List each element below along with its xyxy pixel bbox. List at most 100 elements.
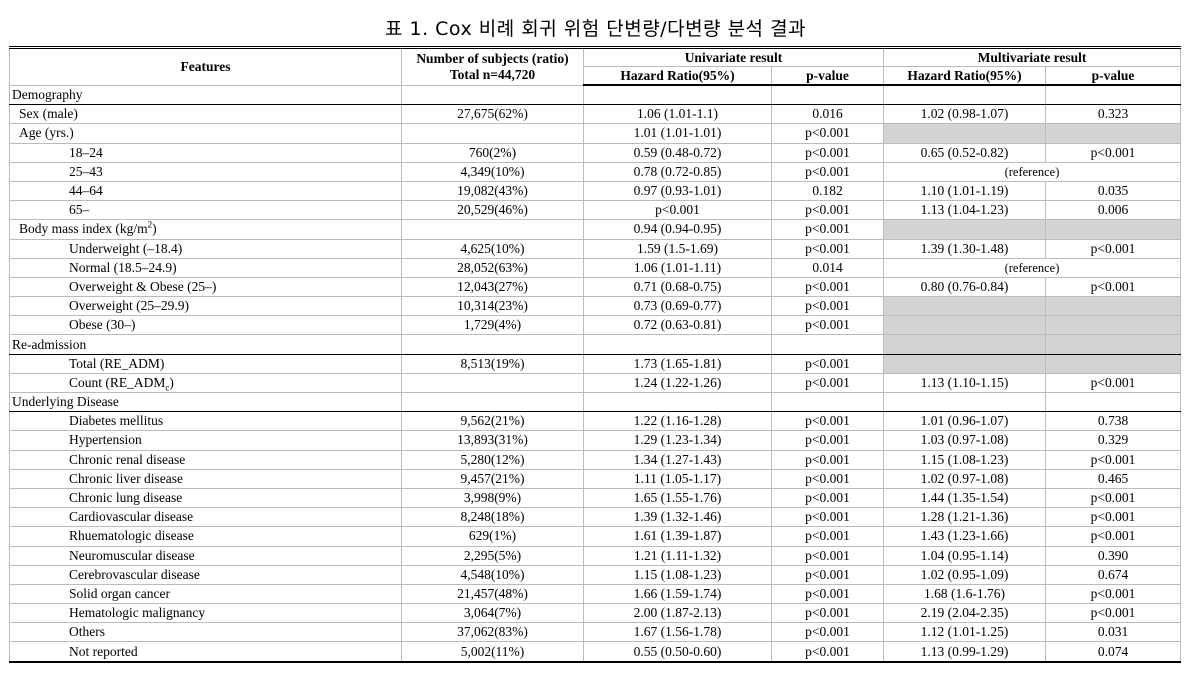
cell-subjects (401, 84, 584, 106)
cell-multivariate-p: 0.674 (1044, 564, 1182, 585)
feature-label: 44–64 (9, 180, 402, 202)
table-row: Hypertension 13,893(31%) 1.29 (1.23-1.34) p… (9, 430, 1182, 451)
cell-univariate-hr: 1.24 (1.22-1.26) (583, 372, 772, 394)
cell-subjects (401, 334, 584, 355)
cell-multivariate-p (1044, 84, 1182, 106)
cell-multivariate-p: 0.738 (1044, 411, 1182, 432)
section-label: Underlying Disease (9, 391, 402, 413)
cell-multivariate-p: p<0.001 (1044, 449, 1182, 470)
table-row: Normal (18.5–24.9) 28,052(63%) 1.06 (1.01-… (9, 257, 1182, 278)
cell-multivariate-p: p<0.001 (1044, 238, 1182, 259)
cell-multivariate-p: 0.390 (1044, 545, 1182, 566)
cell-univariate-hr: 1.34 (1.27-1.43) (583, 449, 772, 470)
table-row: Not reported 5,002(11%) 0.55 (0.50-0.60) p<… (9, 641, 1182, 663)
table-title: 표 1. Cox 비례 회귀 위험 단변량/다변량 분석 결과 (384, 18, 807, 40)
cell-multivariate-hr: 1.28 (1.21-1.36) (883, 507, 1046, 528)
cell-univariate-p: p<0.001 (771, 315, 884, 336)
cell-univariate-hr (583, 84, 772, 106)
cell-univariate-p: p<0.001 (771, 372, 884, 394)
cell-multivariate-p: p<0.001 (1044, 487, 1182, 509)
cell-subjects: 4,625(10%) (401, 238, 584, 259)
cell-subjects: 3,064(7%) (401, 603, 584, 624)
cell-multivariate-hr: 1.13 (0.99-1.29) (883, 641, 1046, 663)
cell-subjects (401, 219, 584, 240)
feature-label: Others (9, 622, 402, 643)
cell-univariate-p: p<0.001 (771, 622, 884, 643)
cell-multivariate-hr: 1.02 (0.98-1.07) (883, 104, 1046, 125)
feature-label: Body mass index (kg/m2) (9, 219, 402, 240)
table-row: Chronic liver disease 9,457(21%) 1.11 (1.0… (9, 468, 1182, 489)
header-features: Features (9, 47, 402, 86)
cell-subjects (401, 123, 584, 144)
table-row: Cerebrovascular disease 4,548(10%) 1.15 (1… (9, 564, 1182, 585)
cell-univariate-hr: 0.72 (0.63-0.81) (583, 315, 772, 336)
cell-multivariate-hr: 1.44 (1.35-1.54) (883, 487, 1046, 509)
cell-univariate-hr: 0.55 (0.50-0.60) (583, 641, 772, 663)
cell-multivariate-hr: 1.13 (1.10-1.15) (883, 372, 1046, 394)
cell-univariate-hr: 2.00 (1.87-2.13) (583, 603, 772, 624)
table-row: Cardiovascular disease 8,248(18%) 1.39 (1.… (9, 507, 1182, 528)
cell-subjects: 4,349(10%) (401, 161, 584, 182)
cell-multivariate-hr: 0.80 (0.76-0.84) (883, 276, 1046, 298)
cell-multivariate-hr (883, 391, 1046, 413)
table-row: Diabetes mellitus 9,562(21%) 1.22 (1.16-1.… (9, 411, 1182, 432)
cell-multivariate-p: 0.006 (1044, 200, 1182, 221)
cell-multivariate-p (1044, 296, 1182, 317)
cell-univariate-p: p<0.001 (771, 641, 884, 663)
cell-subjects: 13,893(31%) (401, 430, 584, 451)
cell-univariate-p: p<0.001 (771, 603, 884, 624)
cell-multivariate-hr (883, 315, 1046, 336)
cell-univariate-p: p<0.001 (771, 353, 884, 374)
cell-multivariate-p: p<0.001 (1044, 507, 1182, 528)
table-row: Count (RE_ADMc) 1.24 (1.22-1.26) p<0.001 1.… (9, 372, 1182, 394)
cell-univariate-hr: p<0.001 (583, 200, 772, 221)
table-row: 44–64 19,082(43%) 0.97 (0.93-1.01) 0.182 1.1… (9, 180, 1182, 202)
cell-univariate-hr: 1.73 (1.65-1.81) (583, 353, 772, 374)
cell-multivariate-p: p<0.001 (1044, 276, 1182, 298)
table-row: Hematologic malignancy 3,064(7%) 2.00 (1.8… (9, 603, 1182, 624)
cell-subjects: 9,457(21%) (401, 468, 584, 489)
cell-multivariate-p (1044, 353, 1182, 374)
cell-subjects: 760(2%) (401, 142, 584, 163)
header-subjects-line2: Total n=44,720 (449, 66, 536, 82)
cell-univariate-hr: 0.94 (0.94-0.95) (583, 219, 772, 240)
section-row: Re-admission (9, 334, 1182, 355)
feature-label: Cerebrovascular disease (9, 564, 402, 585)
header-univariate-hr: Hazard Ratio(95%) (583, 66, 772, 86)
header-multivariate-hr: Hazard Ratio(95%) (883, 66, 1046, 86)
cell-univariate-p: p<0.001 (771, 123, 884, 144)
feature-label: Overweight (25–29.9) (9, 296, 402, 317)
feature-label: Chronic lung disease (9, 487, 402, 509)
cox-regression-table: Features Number of subjects (ratio) Tota… (9, 46, 1182, 663)
cell-univariate-hr: 1.29 (1.23-1.34) (583, 430, 772, 451)
feature-label: Hypertension (9, 430, 402, 451)
cell-univariate-p: p<0.001 (771, 276, 884, 298)
table-body: Demography Sex (male) 27,675(62%) 1.06 (1.0… (9, 84, 1182, 663)
table-row: Rhuematologic disease 629(1%) 1.61 (1.39-1… (9, 526, 1182, 547)
cell-subjects: 28,052(63%) (401, 257, 584, 278)
feature-label: Normal (18.5–24.9) (9, 257, 402, 278)
table-row: Underweight (–18.4) 4,625(10%) 1.59 (1.5-1… (9, 238, 1182, 259)
feature-label: Neuromuscular disease (9, 545, 402, 566)
cell-subjects: 19,082(43%) (401, 180, 584, 202)
cell-multivariate-p: p<0.001 (1044, 142, 1182, 163)
table-row: Age (yrs.) 1.01 (1.01-1.01) p<0.001 (9, 123, 1182, 144)
cell-univariate-hr: 0.71 (0.68-0.75) (583, 276, 772, 298)
table-row: Solid organ cancer 21,457(48%) 1.66 (1.59-… (9, 583, 1182, 605)
cell-univariate-p: p<0.001 (771, 468, 884, 489)
cell-univariate-p: p<0.001 (771, 583, 884, 605)
header-subjects-line1: Number of subjects (ratio) (416, 50, 569, 66)
table-row: Body mass index (kg/m2) 0.94 (0.94-0.95) p… (9, 219, 1182, 240)
cell-univariate-p: p<0.001 (771, 564, 884, 585)
cell-multivariate-p: 0.465 (1044, 468, 1182, 489)
header-multivariate: Multivariate result (882, 47, 1182, 67)
feature-label: Chronic renal disease (9, 449, 402, 470)
cell-univariate-hr: 1.67 (1.56-1.78) (583, 622, 772, 643)
cell-multivariate-hr (883, 219, 1046, 240)
cell-multivariate-hr (883, 353, 1046, 374)
cell-univariate-p (771, 391, 884, 413)
cell-subjects: 4,548(10%) (401, 564, 584, 585)
header-subjects: Number of subjects (ratio) Total n=44,72… (401, 47, 584, 86)
cell-univariate-p: p<0.001 (771, 238, 884, 259)
cell-univariate-p: p<0.001 (771, 411, 884, 432)
